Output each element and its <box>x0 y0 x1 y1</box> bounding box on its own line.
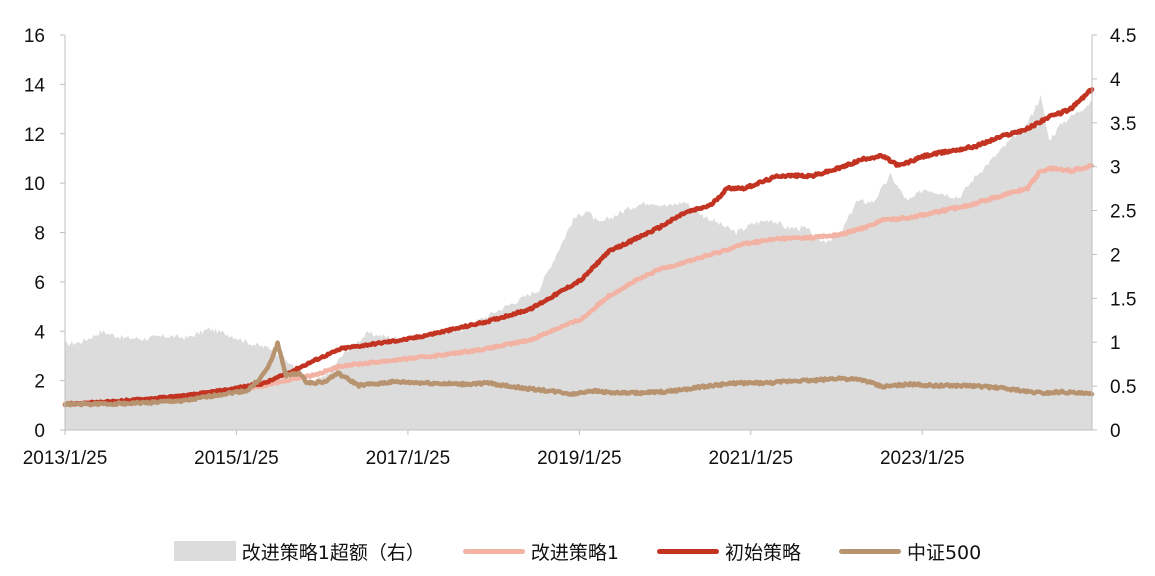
legend-label-csi500: 中证500 <box>906 541 982 564</box>
y-left-tick-label: 0 <box>34 421 45 442</box>
y-left-tick-label: 14 <box>24 75 46 96</box>
legend-swatch-improved <box>462 548 525 554</box>
area-excess <box>65 94 1092 430</box>
y-right-tick-label: 2 <box>1110 245 1121 266</box>
x-tick-label: 2023/1/25 <box>880 448 965 469</box>
x-tick-label: 2017/1/25 <box>366 448 451 469</box>
line-csi500 <box>62 340 1095 408</box>
legend-label-initial: 初始策略 <box>724 541 801 564</box>
y-left-tick-label: 2 <box>34 372 45 393</box>
lines-layer <box>62 87 1095 408</box>
y-right-tick-label: 2.5 <box>1110 202 1136 223</box>
y-left-tick-label: 4 <box>34 322 45 343</box>
y-left-tick-label: 16 <box>24 26 45 47</box>
line-initial <box>62 87 1095 408</box>
legend-label-excess: 改进策略1超额（右） <box>241 541 425 564</box>
y-right-tick-label: 1.5 <box>1110 289 1136 310</box>
y-right-tick-label: 1 <box>1110 333 1121 354</box>
x-tick-label: 2015/1/25 <box>194 448 279 469</box>
y-left-tick-label: 6 <box>34 273 45 294</box>
legend-label-improved: 改进策略1 <box>530 541 619 564</box>
y-left-tick-label: 12 <box>24 125 45 146</box>
legend-swatch-csi500 <box>838 548 901 554</box>
legend-item-improved: 改进策略1 <box>462 538 619 565</box>
legend-swatch-excess <box>173 541 236 561</box>
y-right-tick-label: 4 <box>1110 70 1121 91</box>
x-tick-label: 2019/1/25 <box>537 448 622 469</box>
axes-layer <box>60 34 1097 435</box>
y-left-tick-label: 10 <box>24 174 45 195</box>
x-tick-label: 2021/1/25 <box>709 448 794 469</box>
y-right-tick-label: 0.5 <box>1110 377 1136 398</box>
y-right-tick-label: 3 <box>1110 158 1121 179</box>
excess-area-layer <box>65 94 1092 430</box>
legend-item-excess: 改进策略1超额（右） <box>173 538 425 565</box>
y-left-tick-label: 8 <box>34 224 45 245</box>
tick-labels-layer: 0 2 4 6 8 10 12 14 16 0 0.5 1 1.5 2 2.5 3 3.5 4 4.5 2013/1/… <box>23 26 1137 469</box>
legend-swatch-initial <box>656 548 719 554</box>
y-right-tick-label: 0 <box>1110 421 1121 442</box>
legend: 改进策略1超额（右） 改进策略1 初始策略 中证500 <box>0 534 1155 568</box>
legend-item-initial: 初始策略 <box>656 538 801 565</box>
y-right-tick-label: 4.5 <box>1110 26 1136 47</box>
y-right-tick-label: 3.5 <box>1110 114 1136 135</box>
x-tick-label: 2013/1/25 <box>23 448 108 469</box>
legend-item-csi500: 中证500 <box>838 538 982 565</box>
